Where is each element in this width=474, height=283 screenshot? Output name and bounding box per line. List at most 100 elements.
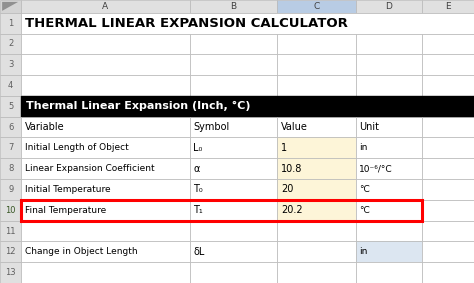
Bar <box>190 138 277 158</box>
Bar <box>21 33 190 54</box>
Bar <box>21 75 190 96</box>
Text: Final Temperature: Final Temperature <box>25 206 106 215</box>
Bar <box>190 158 277 179</box>
Text: Initial Length of Object: Initial Length of Object <box>25 143 129 152</box>
Bar <box>190 117 277 138</box>
Text: 10.8: 10.8 <box>281 164 302 174</box>
Bar <box>356 33 422 54</box>
Bar <box>422 241 474 262</box>
Text: T₁: T₁ <box>193 205 203 215</box>
Bar <box>277 117 356 138</box>
Bar <box>356 75 422 96</box>
Bar <box>0 221 21 241</box>
Bar <box>277 200 356 221</box>
Bar <box>0 0 21 13</box>
Bar <box>356 0 422 13</box>
Bar <box>21 96 474 117</box>
Bar <box>0 158 21 179</box>
Bar <box>422 262 474 283</box>
Bar <box>422 75 474 96</box>
Text: E: E <box>445 2 451 11</box>
Text: 10⁻⁶/°C: 10⁻⁶/°C <box>359 164 393 173</box>
Bar <box>190 0 277 13</box>
Text: Change in Object Length: Change in Object Length <box>25 247 138 256</box>
Bar <box>277 241 356 262</box>
Text: 20.2: 20.2 <box>281 205 303 215</box>
Text: in: in <box>359 143 368 152</box>
Text: 9: 9 <box>8 185 13 194</box>
Bar <box>277 75 356 96</box>
Bar <box>277 221 356 241</box>
Bar <box>277 262 356 283</box>
Bar <box>21 200 190 221</box>
Bar <box>422 0 474 13</box>
Bar <box>0 117 21 138</box>
Text: Value: Value <box>281 122 308 132</box>
Text: Linear Expansion Coefficient: Linear Expansion Coefficient <box>25 164 155 173</box>
Bar <box>190 262 277 283</box>
Bar <box>0 138 21 158</box>
Bar <box>190 200 277 221</box>
Text: L₀: L₀ <box>193 143 203 153</box>
Bar <box>21 54 190 75</box>
Bar <box>21 117 190 138</box>
Text: D: D <box>385 2 392 11</box>
Bar <box>277 158 356 179</box>
Bar <box>356 179 422 200</box>
Bar <box>21 158 190 179</box>
Text: Initial Temperature: Initial Temperature <box>25 185 111 194</box>
Bar <box>277 33 356 54</box>
Text: Symbol: Symbol <box>193 122 229 132</box>
Text: 2: 2 <box>8 39 13 48</box>
Bar <box>422 117 474 138</box>
Bar <box>0 54 21 75</box>
Text: 7: 7 <box>8 143 13 152</box>
Bar <box>21 179 190 200</box>
Bar <box>277 54 356 75</box>
Bar <box>356 221 422 241</box>
Text: 11: 11 <box>5 226 16 235</box>
Text: 20: 20 <box>281 185 293 194</box>
Bar <box>356 117 422 138</box>
Bar <box>21 241 190 262</box>
Bar <box>422 158 474 179</box>
Bar <box>277 179 356 200</box>
Text: °C: °C <box>359 206 370 215</box>
Bar <box>0 262 21 283</box>
Bar <box>190 54 277 75</box>
Text: 1: 1 <box>281 143 287 153</box>
Bar <box>0 179 21 200</box>
Text: in: in <box>359 247 368 256</box>
Bar <box>190 221 277 241</box>
Text: T₀: T₀ <box>193 185 203 194</box>
Bar <box>422 200 474 221</box>
Text: Variable: Variable <box>25 122 65 132</box>
Text: A: A <box>102 2 109 11</box>
Bar <box>422 54 474 75</box>
Bar <box>21 138 190 158</box>
Polygon shape <box>2 2 18 11</box>
Text: THERMAL LINEAR EXPANSION CALCULATOR: THERMAL LINEAR EXPANSION CALCULATOR <box>25 17 348 30</box>
Bar <box>356 138 422 158</box>
Bar <box>21 221 190 241</box>
Bar <box>422 179 474 200</box>
Text: Thermal Linear Expansion (Inch, °C): Thermal Linear Expansion (Inch, °C) <box>26 101 251 111</box>
Bar <box>0 33 21 54</box>
Bar <box>190 179 277 200</box>
Bar <box>356 158 422 179</box>
Bar <box>356 200 422 221</box>
Bar <box>190 75 277 96</box>
Text: 4: 4 <box>8 81 13 90</box>
Bar <box>356 262 422 283</box>
Bar <box>190 241 277 262</box>
Text: 1: 1 <box>8 19 13 28</box>
Text: C: C <box>313 2 319 11</box>
Bar <box>356 54 422 75</box>
Text: 8: 8 <box>8 164 13 173</box>
Text: α: α <box>193 164 200 174</box>
Bar <box>356 241 422 262</box>
Bar <box>190 33 277 54</box>
Text: Unit: Unit <box>359 122 379 132</box>
Text: δL: δL <box>193 247 205 257</box>
Bar <box>277 138 356 158</box>
